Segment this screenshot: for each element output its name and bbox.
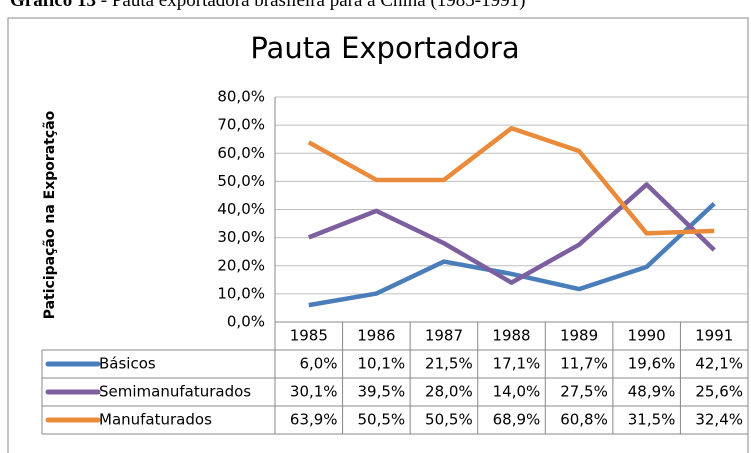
- series-line: [307, 182, 716, 285]
- data-label: 68,9%: [493, 411, 541, 429]
- caption-label: Gráfico 13: [10, 0, 96, 11]
- x-tick-label: 1990: [628, 327, 666, 345]
- y-tick-label: 40,0%: [217, 200, 265, 218]
- data-label: 19,6%: [628, 355, 676, 373]
- data-label: 42,1%: [695, 355, 743, 373]
- legend-label: Básicos: [99, 355, 156, 373]
- data-label: 14,0%: [493, 383, 541, 401]
- data-label: 25,6%: [695, 383, 743, 401]
- data-label: 48,9%: [628, 383, 676, 401]
- x-tick-label: 1986: [357, 327, 395, 345]
- chart-title: Pauta Exportadora: [250, 31, 519, 65]
- x-tick-label: 1989: [560, 327, 598, 345]
- legend-label: Semimanufaturados: [99, 383, 251, 401]
- data-label: 21,5%: [425, 355, 473, 373]
- y-tick-label: 30,0%: [217, 228, 265, 246]
- data-label: 39,5%: [357, 383, 405, 401]
- data-label: 17,1%: [493, 355, 541, 373]
- y-tick-label: 70,0%: [217, 116, 265, 134]
- caption-text: - Pauta exportadora brasileira para a Ch…: [96, 0, 525, 11]
- y-tick-label: 10,0%: [217, 284, 265, 302]
- data-label: 27,5%: [560, 383, 608, 401]
- x-tick-label: 1987: [425, 327, 463, 345]
- x-tick-label: 1985: [290, 327, 328, 345]
- data-label: 50,5%: [357, 411, 405, 429]
- data-label: 31,5%: [628, 411, 676, 429]
- data-label: 6,0%: [299, 355, 337, 373]
- y-axis-label: Paticipação na Exporatção: [42, 110, 58, 319]
- x-tick-label: 1988: [492, 327, 530, 345]
- data-label: 30,1%: [290, 383, 338, 401]
- legend-label: Manufaturados: [99, 411, 212, 429]
- data-label: 32,4%: [695, 411, 743, 429]
- y-tick-label: 60,0%: [217, 144, 265, 162]
- y-tick-label: 80,0%: [217, 88, 265, 106]
- x-tick-label: 1991: [695, 327, 733, 345]
- data-label: 11,7%: [560, 355, 608, 373]
- caption: Gráfico 13 - Pauta exportadora brasileir…: [10, 0, 525, 11]
- data-label: 28,0%: [425, 383, 473, 401]
- data-label: 10,1%: [357, 355, 405, 373]
- data-label: 63,9%: [290, 411, 338, 429]
- data-label: 50,5%: [425, 411, 473, 429]
- data-label: 60,8%: [560, 411, 608, 429]
- series-line: [308, 201, 716, 308]
- series-line: [307, 125, 715, 236]
- y-tick-label: 20,0%: [217, 256, 265, 274]
- y-tick-label: 50,0%: [217, 172, 265, 190]
- y-tick-label: 0,0%: [227, 313, 265, 331]
